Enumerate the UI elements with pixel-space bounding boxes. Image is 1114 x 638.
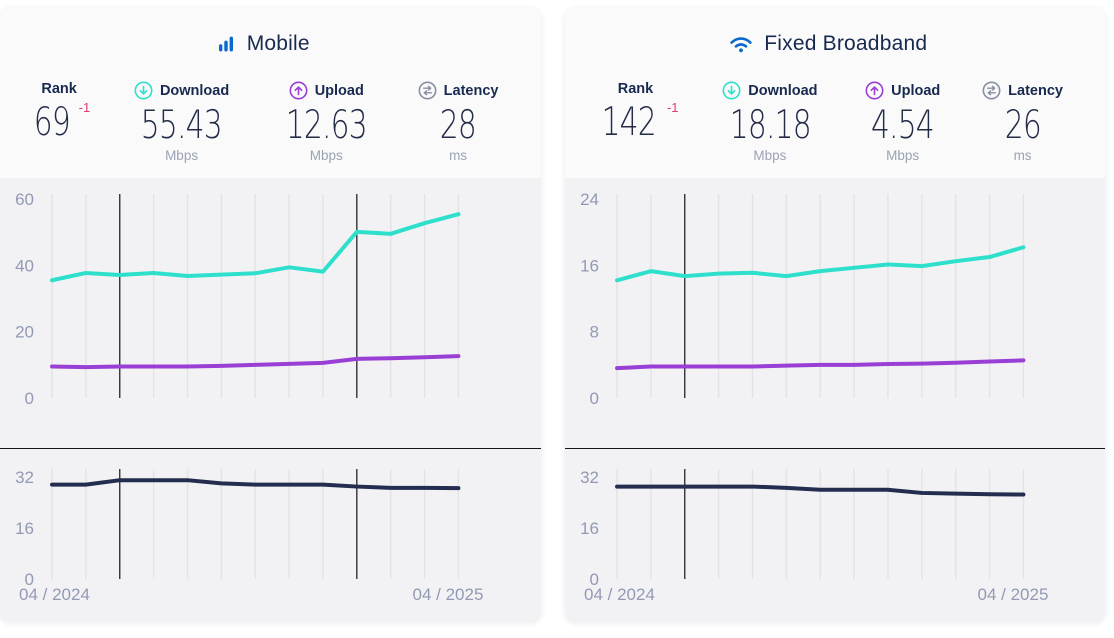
mobile-latency-chart[interactable]: 32 16 004 / 2024 04 / 2025 xyxy=(0,449,541,607)
download-unit: Mbps xyxy=(753,148,787,163)
download-icon xyxy=(722,81,741,100)
svg-text:04 / 2024: 04 / 2024 xyxy=(584,585,655,604)
upload-icon xyxy=(289,81,308,100)
mobile-speed-chart[interactable]: 60 40 20 0 xyxy=(0,178,541,448)
latency-value: 26 xyxy=(1004,103,1041,148)
rank-change-badge: -1 xyxy=(666,100,679,115)
svg-text:04 / 2024: 04 / 2024 xyxy=(19,585,90,604)
latency-icon xyxy=(418,81,437,100)
svg-text:16: 16 xyxy=(15,519,34,538)
mobile-panel: Mobile Rank 69 -1 xyxy=(0,8,541,622)
upload-stat: Upload 12.63 Mbps xyxy=(273,81,380,165)
svg-text:04 / 2025: 04 / 2025 xyxy=(977,585,1048,604)
upload-label: Upload xyxy=(314,82,364,99)
mobile-stats-row: Rank 69 -1 Download xyxy=(28,81,499,165)
upload-unit: Mbps xyxy=(886,148,920,163)
svg-text:32: 32 xyxy=(15,468,34,487)
fixed-panel-header: Fixed Broadband Rank 142 -1 xyxy=(564,8,1105,178)
latency-stat: Latency 28 ms xyxy=(418,81,499,165)
fixed-latency-chart[interactable]: 32 16 004 / 2024 04 / 2025 xyxy=(565,449,1106,607)
svg-text:04 / 2025: 04 / 2025 xyxy=(413,585,484,604)
svg-text:60: 60 xyxy=(15,190,34,209)
chart-separator xyxy=(0,448,541,449)
svg-text:0: 0 xyxy=(25,389,34,408)
download-value: 18.18 xyxy=(729,103,811,148)
mobile-charts: 60 40 20 0 32 16 0 04 / 2024 04 / 2025 xyxy=(0,178,541,622)
upload-label: Upload xyxy=(891,82,941,99)
fixed-broadband-panel: Fixed Broadband Rank 142 -1 xyxy=(564,8,1106,622)
rank-label: Rank xyxy=(41,81,77,97)
svg-text:16: 16 xyxy=(580,519,599,538)
latency-unit: ms xyxy=(449,148,468,163)
panel-title-label: Fixed Broadband xyxy=(764,32,928,55)
svg-text:24: 24 xyxy=(580,190,599,209)
latency-label: Latency xyxy=(443,82,499,99)
download-label: Download xyxy=(159,82,230,99)
rank-stat: Rank 69 -1 xyxy=(28,81,90,165)
speedtest-dashboard: Mobile Rank 69 -1 xyxy=(0,8,1106,622)
svg-text:0: 0 xyxy=(589,570,598,589)
fixed-charts: 24 16 8 0 32 16 0 04 / 2024 04 / 2025 xyxy=(564,178,1106,622)
upload-value: 12.63 xyxy=(285,103,368,148)
svg-text:8: 8 xyxy=(589,323,598,342)
svg-text:16: 16 xyxy=(580,256,599,275)
svg-text:32: 32 xyxy=(580,468,599,487)
rank-value: 142 -1 xyxy=(601,100,679,145)
mobile-panel-title: Mobile xyxy=(28,32,499,56)
fixed-stats-row: Rank 142 -1 Download xyxy=(593,81,1064,165)
latency-value: 28 xyxy=(439,103,477,148)
rank-label: Rank xyxy=(617,81,654,97)
rank-change-badge: -1 xyxy=(78,100,91,115)
latency-label: Latency xyxy=(1008,82,1063,99)
fixed-panel-title: Fixed Broadband xyxy=(593,32,1064,56)
rank-stat: Rank 142 -1 xyxy=(593,81,679,165)
svg-text:0: 0 xyxy=(589,389,598,408)
latency-stat: Latency 26 ms xyxy=(982,81,1063,165)
download-unit: Mbps xyxy=(165,148,199,163)
download-value: 55.43 xyxy=(141,103,223,148)
upload-stat: Upload 4.54 Mbps xyxy=(861,81,944,165)
wifi-icon xyxy=(728,34,754,54)
latency-unit: ms xyxy=(1013,148,1032,163)
download-stat: Download 55.43 Mbps xyxy=(128,81,235,165)
svg-text:20: 20 xyxy=(15,323,34,342)
download-label: Download xyxy=(748,82,818,99)
upload-value: 4.54 xyxy=(871,103,935,148)
upload-icon xyxy=(865,81,884,100)
svg-text:0: 0 xyxy=(25,570,34,589)
download-icon xyxy=(134,81,153,100)
panel-title-label: Mobile xyxy=(246,32,310,55)
chart-separator xyxy=(564,448,1105,449)
svg-text:40: 40 xyxy=(15,256,34,275)
fixed-speed-chart[interactable]: 24 16 8 0 xyxy=(565,178,1106,448)
mobile-bars-icon xyxy=(217,34,237,54)
rank-value: 69 -1 xyxy=(33,100,91,145)
download-stat: Download 18.18 Mbps xyxy=(717,81,824,165)
latency-icon xyxy=(982,81,1001,100)
mobile-panel-header: Mobile Rank 69 -1 xyxy=(0,8,541,178)
upload-unit: Mbps xyxy=(309,148,343,163)
